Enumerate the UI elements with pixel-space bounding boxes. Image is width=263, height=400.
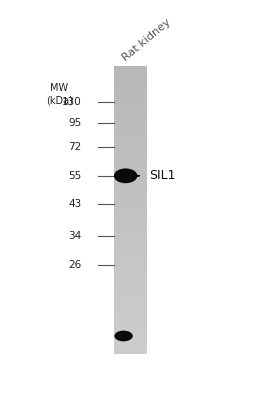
Bar <box>114 292 147 297</box>
Bar <box>114 95 147 100</box>
Bar <box>114 157 147 162</box>
Bar <box>114 80 147 86</box>
Bar <box>114 181 147 186</box>
Text: 72: 72 <box>69 142 82 152</box>
Bar <box>114 205 147 210</box>
Text: 130: 130 <box>62 97 82 107</box>
Bar <box>114 301 147 306</box>
Bar <box>114 248 147 254</box>
Bar <box>114 66 147 71</box>
Text: 55: 55 <box>69 171 82 181</box>
Bar <box>114 263 147 268</box>
Bar <box>114 224 147 230</box>
Bar <box>114 90 147 95</box>
Bar <box>114 176 147 182</box>
Text: 34: 34 <box>69 231 82 241</box>
Bar <box>114 128 147 134</box>
Ellipse shape <box>114 330 133 341</box>
Bar <box>114 148 147 153</box>
Bar <box>114 330 147 335</box>
Bar <box>114 344 147 350</box>
Bar <box>114 143 147 148</box>
Bar <box>114 325 147 330</box>
Bar <box>114 320 147 326</box>
Bar <box>114 253 147 258</box>
Bar <box>114 234 147 239</box>
Bar <box>114 215 147 220</box>
Bar <box>114 138 147 143</box>
Bar <box>114 200 147 206</box>
Bar <box>114 124 147 129</box>
Bar <box>114 172 147 177</box>
Bar <box>114 76 147 81</box>
Bar <box>114 349 147 354</box>
Bar <box>114 152 147 158</box>
Bar <box>114 244 147 249</box>
Bar <box>114 119 147 124</box>
Bar <box>114 186 147 191</box>
Bar <box>114 220 147 225</box>
Bar <box>114 196 147 201</box>
Bar <box>114 277 147 282</box>
Bar <box>114 104 147 110</box>
Text: MW
(kDa): MW (kDa) <box>46 84 73 105</box>
Bar <box>114 114 147 119</box>
Bar <box>114 71 147 76</box>
Text: SIL1: SIL1 <box>149 169 176 182</box>
Bar <box>114 100 147 105</box>
Text: Rat kidney: Rat kidney <box>120 18 172 64</box>
Bar <box>114 229 147 234</box>
Bar <box>114 316 147 321</box>
Bar <box>114 191 147 196</box>
Bar <box>114 306 147 311</box>
Bar <box>114 282 147 287</box>
Bar <box>114 85 147 90</box>
Text: 26: 26 <box>69 260 82 270</box>
Bar <box>114 258 147 263</box>
Text: 95: 95 <box>69 118 82 128</box>
Bar <box>114 210 147 215</box>
Bar <box>114 268 147 273</box>
Ellipse shape <box>114 168 137 183</box>
Bar <box>114 239 147 244</box>
Bar <box>114 162 147 167</box>
Bar <box>114 167 147 172</box>
Bar <box>114 311 147 316</box>
Text: 43: 43 <box>69 198 82 208</box>
Bar <box>114 340 147 345</box>
Bar <box>114 335 147 340</box>
Bar <box>114 272 147 278</box>
Bar <box>114 133 147 138</box>
Bar <box>114 109 147 114</box>
Bar <box>114 296 147 302</box>
Bar <box>114 287 147 292</box>
